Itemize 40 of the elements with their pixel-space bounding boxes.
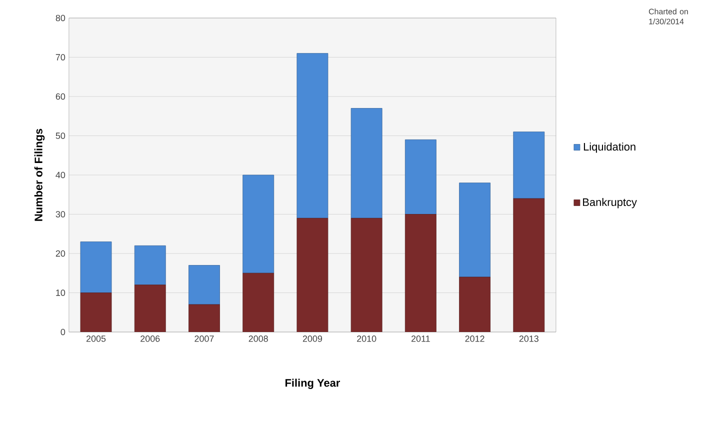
x-tick-label: 2008 xyxy=(248,336,268,342)
bar xyxy=(513,132,545,199)
bar xyxy=(350,108,382,218)
bar xyxy=(459,276,490,332)
bar xyxy=(134,245,166,286)
y-axis-title: Number of Filings xyxy=(34,128,45,221)
x-tick-label: 2009 xyxy=(302,336,322,342)
bar xyxy=(459,182,490,278)
bar xyxy=(188,265,220,305)
bar xyxy=(404,139,436,214)
x-tick-label: 2010 xyxy=(357,336,376,342)
bar xyxy=(80,292,112,332)
bar xyxy=(513,198,545,332)
x-axis-title: Filing Year xyxy=(285,378,340,389)
bar xyxy=(350,218,382,332)
legend-label: Liquidation xyxy=(584,142,636,153)
bar xyxy=(188,304,220,332)
y-tick-label: 0 xyxy=(60,328,66,336)
x-tick-label: 2013 xyxy=(519,336,538,342)
x-tick-label: 2005 xyxy=(86,336,106,342)
bar xyxy=(134,284,166,332)
x-tick-label: 2006 xyxy=(140,336,160,342)
x-tick-label: 2007 xyxy=(194,336,214,342)
y-tick-label: 30 xyxy=(56,211,66,218)
y-tick-label: 40 xyxy=(56,172,66,178)
x-tick-label: 2012 xyxy=(465,336,484,342)
y-tick-label: 60 xyxy=(56,93,66,100)
bar xyxy=(80,242,112,293)
legend-label: Bankruptcy xyxy=(583,198,637,208)
y-tick-label: 80 xyxy=(56,14,66,22)
bar xyxy=(296,53,328,218)
bar xyxy=(242,174,274,274)
y-tick-label: 70 xyxy=(56,54,66,60)
bar xyxy=(296,218,328,332)
y-tick-label: 50 xyxy=(56,132,66,139)
y-tick-label: 20 xyxy=(56,250,66,257)
y-tick-label: 10 xyxy=(56,290,66,296)
bar xyxy=(242,272,274,332)
x-tick-label: 2011 xyxy=(411,336,430,342)
bar xyxy=(404,214,436,332)
